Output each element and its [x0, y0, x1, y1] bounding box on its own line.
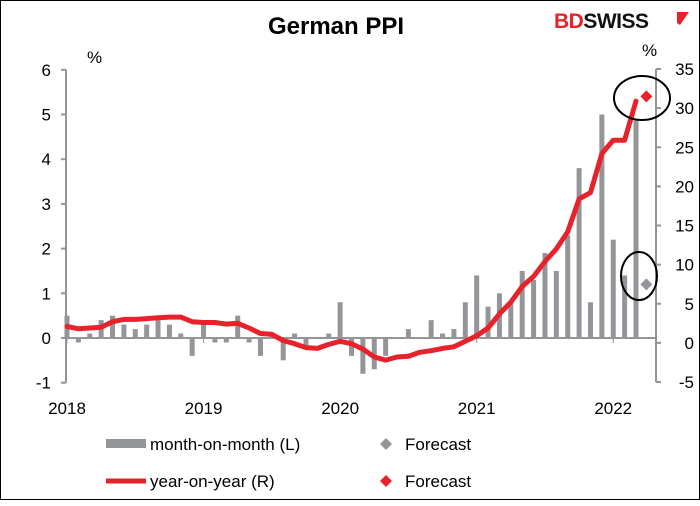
- mom-bar: [610, 239, 616, 338]
- mom-bar: [178, 333, 184, 338]
- mom-bar: [599, 114, 605, 338]
- mom-bar: [474, 275, 480, 338]
- mom-bar: [371, 338, 377, 370]
- mom-bar: [87, 333, 93, 338]
- mom-bar: [633, 118, 639, 338]
- mom-bar: [212, 338, 218, 343]
- legend-red-diamond-icon: [380, 475, 392, 487]
- legend-gray-diamond-icon: [380, 438, 392, 450]
- mom-bar: [485, 306, 491, 338]
- mom-bar: [428, 320, 434, 338]
- right-axis-unit: %: [642, 41, 657, 60]
- mom-bar: [565, 235, 571, 338]
- mom-bar: [576, 168, 582, 338]
- right-tick-label: 5: [685, 295, 694, 314]
- chart-title: German PPI: [268, 13, 404, 40]
- mom-bar: [440, 333, 446, 338]
- svg-text:BDSWISS: BDSWISS: [554, 10, 649, 33]
- mom-bar: [508, 302, 514, 338]
- mom-bar: [417, 338, 423, 339]
- yoy-forecast-diamond: [640, 90, 653, 103]
- legend-yoy-label: year-on-year (R): [150, 472, 275, 491]
- bdswiss-logo: BDSWISS: [554, 10, 689, 33]
- right-tick-label: -5: [679, 373, 694, 392]
- mom-bar: [246, 338, 252, 343]
- mom-bar: [587, 302, 593, 338]
- mom-bar: [519, 270, 525, 338]
- logo-swiss: SWISS: [583, 10, 649, 33]
- left-tick-label: -1: [36, 374, 51, 393]
- mom-bar: [314, 338, 320, 339]
- mom-bar: [121, 324, 127, 338]
- right-tick-label: 10: [675, 256, 694, 275]
- yoy-line: [64, 98, 639, 363]
- mom-bar: [542, 253, 548, 338]
- x-tick-label: 2018: [48, 399, 86, 418]
- mom-bar: [451, 329, 457, 338]
- mom-forecast-circle: [620, 251, 658, 301]
- mom-bar: [110, 315, 116, 338]
- left-tick-label: 6: [42, 61, 51, 80]
- left-tick-label: 1: [42, 284, 51, 303]
- mom-bar: [462, 302, 468, 338]
- left-axis-unit: %: [87, 48, 102, 67]
- mom-bar: [166, 324, 172, 338]
- left-tick-label: 4: [42, 150, 51, 169]
- mom-bar: [223, 338, 229, 343]
- right-tick-label: 30: [675, 99, 694, 118]
- mom-bar: [383, 338, 389, 356]
- right-tick-label: 20: [675, 177, 694, 196]
- mom-bar: [201, 320, 207, 338]
- left-tick-label: 3: [42, 195, 51, 214]
- mom-bar: [257, 338, 263, 356]
- right-tick-label: 15: [675, 217, 694, 236]
- right-tick-label: 35: [675, 60, 694, 79]
- left-tick-label: 5: [42, 106, 51, 125]
- mom-bar: [349, 338, 354, 356]
- mom-bar: [553, 270, 559, 338]
- x-tick-label: 2022: [594, 399, 632, 418]
- mom-bar: [337, 302, 343, 338]
- legend: month-on-month (L) Forecast year-on-year…: [106, 435, 471, 491]
- mom-bar: [360, 338, 366, 374]
- legend-yoy-forecast-label: Forecast: [405, 472, 471, 491]
- x-tick-label: 2021: [458, 399, 496, 418]
- mom-forecast-diamond: [640, 278, 653, 291]
- logo-flag-icon: [677, 12, 689, 25]
- mom-bar: [155, 320, 161, 338]
- mom-bar: [280, 338, 286, 361]
- right-tick-label: 0: [685, 334, 694, 353]
- mom-bar: [75, 338, 81, 343]
- mom-bar: [405, 329, 411, 338]
- mom-bar: [326, 333, 332, 338]
- mom-bar: [144, 324, 150, 338]
- left-tick-label: 0: [42, 329, 51, 348]
- mom-bar: [292, 333, 298, 338]
- mom-bar: [531, 279, 537, 338]
- mom-bar: [303, 338, 309, 347]
- mom-bar: [189, 338, 195, 356]
- mom-bar: [394, 338, 400, 339]
- yoy-forecast-circle: [613, 75, 671, 121]
- legend-bar-marker: [106, 439, 146, 448]
- mom-bar: [235, 315, 241, 338]
- legend-mom-forecast-label: Forecast: [405, 435, 471, 454]
- mom-bar: [622, 275, 628, 338]
- right-tick-label: 25: [675, 138, 694, 157]
- x-tick-label: 2019: [185, 399, 223, 418]
- mom-bar: [132, 329, 138, 338]
- x-tick-label: 2020: [321, 399, 359, 418]
- legend-mom-label: month-on-month (L): [150, 435, 300, 454]
- logo-bd: BD: [554, 10, 584, 33]
- left-tick-label: 2: [42, 240, 51, 259]
